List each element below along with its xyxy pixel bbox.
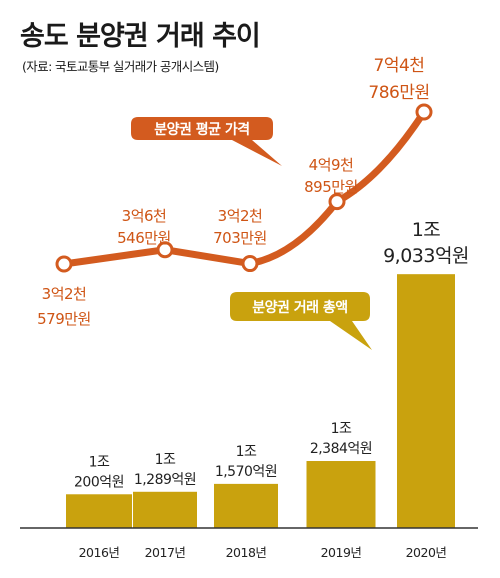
line-point-2018년 <box>241 255 259 273</box>
line-value-label: 786만원 <box>368 83 429 103</box>
x-tick-label: 2020년 <box>406 545 447 560</box>
bar-2016년 <box>66 494 132 528</box>
line-value-label: 3억2천 <box>42 285 87 303</box>
bar-value-label: 1조 <box>155 452 176 468</box>
line-value-label: 546만원 <box>117 229 171 247</box>
line-point-2020년 <box>415 103 433 121</box>
line-value-label: 895만원 <box>304 178 358 196</box>
bar-value-label: 9,033억원 <box>383 245 469 267</box>
bar-value-label: 1,570억원 <box>215 464 277 480</box>
line-value-label: 703만원 <box>213 229 267 247</box>
bar-2017년 <box>133 491 197 528</box>
bar-2020년 <box>397 274 455 528</box>
bar-value-label: 2,384억원 <box>310 441 372 457</box>
line-series-name: 분양권 평균 가격 <box>154 121 249 138</box>
bar-series-callout <box>230 292 372 350</box>
bar-value-label: 1조 <box>236 444 257 460</box>
x-tick-label: 2016년 <box>79 545 120 560</box>
chart-title: 송도 분양권 거래 추이 <box>20 21 261 52</box>
line-point-2019년 <box>328 193 346 211</box>
source-note: (자료: 국토교통부 실거래가 공개시스템) <box>22 59 219 74</box>
x-tick-label: 2019년 <box>321 545 362 560</box>
bar-series-name: 분양권 거래 총액 <box>252 299 347 316</box>
bar-value-label: 1조 <box>331 421 352 437</box>
line-series-callout <box>131 117 282 166</box>
bar-value-label: 1,289억원 <box>134 472 196 488</box>
line-value-label: 7억4천 <box>374 56 425 76</box>
line-value-label: 3억2천 <box>218 207 263 225</box>
bar-value-label: 1조 <box>89 454 110 470</box>
bar-2019년 <box>306 461 376 528</box>
line-point-2017년 <box>156 241 174 259</box>
line-point-2016년 <box>55 255 73 273</box>
bar-2018년 <box>214 483 278 528</box>
line-value-label: 4억9천 <box>309 156 354 174</box>
bar-value-label: 1조 <box>412 219 441 241</box>
line-value-label: 579만원 <box>37 310 91 328</box>
line-value-label: 3억6천 <box>122 207 167 225</box>
bar-value-label: 200억원 <box>74 474 124 490</box>
x-tick-label: 2018년 <box>226 545 267 560</box>
x-tick-label: 2017년 <box>145 545 186 560</box>
